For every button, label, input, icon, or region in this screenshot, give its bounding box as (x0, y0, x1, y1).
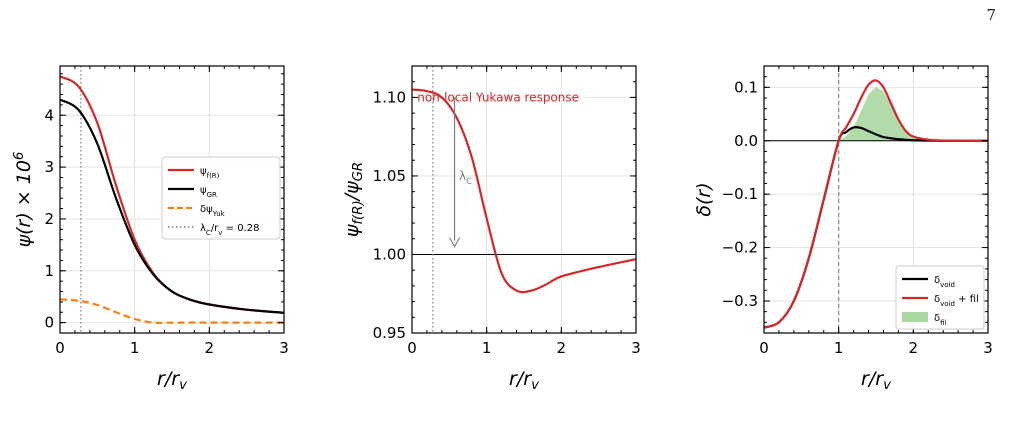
annotation-text-1: λC (459, 169, 472, 186)
panel-2: 0 1 2 3 0.95 1.00 1.05 1.10 r/rv ψf(R)/ψGR non-loc… (341, 65, 641, 393)
tick-label-x-3: 3 (631, 339, 641, 357)
tick-label-y-4: −0.3 (722, 292, 758, 310)
x-axis-title: r/rv (509, 368, 540, 393)
plot-area (764, 66, 988, 333)
tick-label-y-0: 0 (44, 314, 54, 332)
legend: ψf(R) ψGR δψYuk λC/rv = 0.28 (161, 156, 281, 240)
legend-label-1: δvoid + fil (934, 294, 979, 308)
panel-3: 0 1 2 30.10.0−0.1−0.2−0.3r/rvδ(r)δvoidδvoid… (693, 65, 993, 393)
annotation-text-0: non-local Yukawa response (417, 90, 579, 104)
tick-label-x-0: 0 (759, 339, 769, 357)
page-number: 7 (986, 6, 996, 24)
annotation-arrow-head-1 (449, 237, 461, 248)
tick-label-x-2: 2 (909, 339, 919, 357)
series-line-0 (412, 88, 636, 294)
legend-label-3: λC/rv = 0.28 (200, 223, 259, 237)
tick-label-y-2: −0.1 (722, 185, 758, 203)
tick-label-y-3: 1.10 (373, 88, 406, 106)
tick-label-x-1: 1 (482, 339, 492, 357)
y-axis-title: ψ(r) × 106 (12, 152, 35, 248)
legend-label-0: δvoid (934, 275, 955, 289)
tick-label-x-0: 0 (407, 339, 417, 357)
legend-swatch-2 (902, 312, 928, 322)
tick-label-x-0: 0 (55, 339, 65, 357)
tick-label-y-3: −0.2 (722, 239, 758, 257)
legend-label-2: δψYuk (200, 204, 226, 218)
axes-frame (763, 65, 989, 334)
tick-label-y-1: 1 (44, 262, 54, 280)
tick-label-y-0: 0.95 (373, 324, 406, 342)
plot-area (412, 66, 636, 333)
tick-label-y-1: 1.00 (373, 245, 406, 263)
tick-label-x-1: 1 (130, 339, 140, 357)
tick-label-x-2: 2 (205, 339, 215, 357)
legend-label-2: δfil (934, 313, 947, 327)
tick-label-y-2: 2 (44, 210, 54, 228)
axes-frame (59, 65, 285, 334)
legend: δvoid δvoid + fil δfil (895, 265, 985, 330)
tick-label-x-3: 3 (983, 339, 993, 357)
series-line-1 (764, 79, 988, 329)
legend-box (161, 156, 281, 240)
series-line-2 (60, 298, 284, 324)
y-axis-title: δ(r) (693, 182, 715, 216)
legend-label-1: ψGR (200, 185, 217, 199)
x-axis-title: r/rv (861, 368, 892, 393)
plot-area (60, 66, 284, 333)
axes-frame (411, 65, 637, 334)
tick-label-y-1: 0.0 (734, 132, 758, 150)
x-axis-title: r/rv (157, 368, 188, 393)
tick-label-x-3: 3 (279, 339, 289, 357)
tick-label-y-4: 4 (44, 106, 54, 124)
tick-label-x-2: 2 (557, 339, 567, 357)
series-line-1 (60, 98, 284, 314)
legend-label-0: ψf(R) (200, 166, 220, 180)
tick-label-y-0: 0.1 (734, 78, 758, 96)
tick-label-y-2: 1.05 (373, 167, 406, 185)
y-axis-title: ψf(R)/ψGR (341, 162, 366, 237)
panel-1: 0 1 2 3 0 1 2 3 4 r/rv ψ(r) × 106 ψf(R) ψGR δψYuk λC/r… (12, 65, 289, 393)
tick-label-y-3: 3 (44, 158, 54, 176)
tick-label-x-1: 1 (834, 339, 844, 357)
